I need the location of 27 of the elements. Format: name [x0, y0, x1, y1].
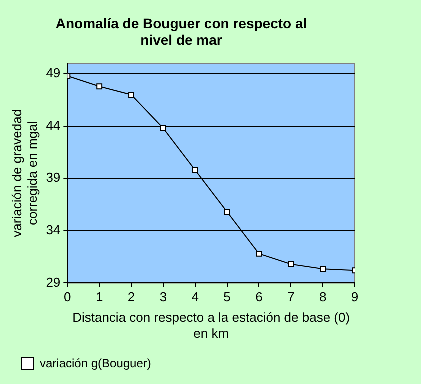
x-tick-label: 8 — [319, 290, 327, 305]
x-tick-label: 1 — [96, 290, 104, 305]
x-tick-label: 6 — [256, 290, 263, 305]
x-axis-title: Distancia con respecto a la estación de base (0) en km — [72, 310, 350, 341]
y-tick-label: 44 — [46, 118, 61, 133]
y-tick-label: 39 — [46, 170, 61, 186]
y-axis-title: variación de gravedad corregida en mgal — [9, 109, 40, 238]
x-tick-label: 5 — [224, 290, 231, 305]
point — [320, 266, 326, 272]
point — [224, 209, 230, 216]
x-tick-label: 2 — [128, 290, 136, 305]
point — [288, 261, 294, 268]
x-tick-label: 9 — [351, 290, 359, 305]
point — [96, 84, 103, 90]
point — [256, 250, 262, 257]
legend-label: variación g(Bouguer) — [40, 356, 152, 370]
chart-title: Anomalía de Bouguer con respecto al nivel de mar — [56, 15, 308, 48]
x-tick-label: 0 — [64, 290, 72, 305]
y-tick-label: 29 — [46, 274, 61, 290]
y-tick-label: 34 — [46, 222, 61, 238]
x-tick-label: 7 — [288, 290, 295, 305]
point — [128, 92, 134, 98]
point — [160, 125, 166, 132]
x-tick-label: 4 — [192, 290, 199, 305]
y-tick-label: 49 — [46, 66, 61, 81]
x-tick-label: 3 — [160, 290, 168, 305]
point — [192, 167, 198, 174]
